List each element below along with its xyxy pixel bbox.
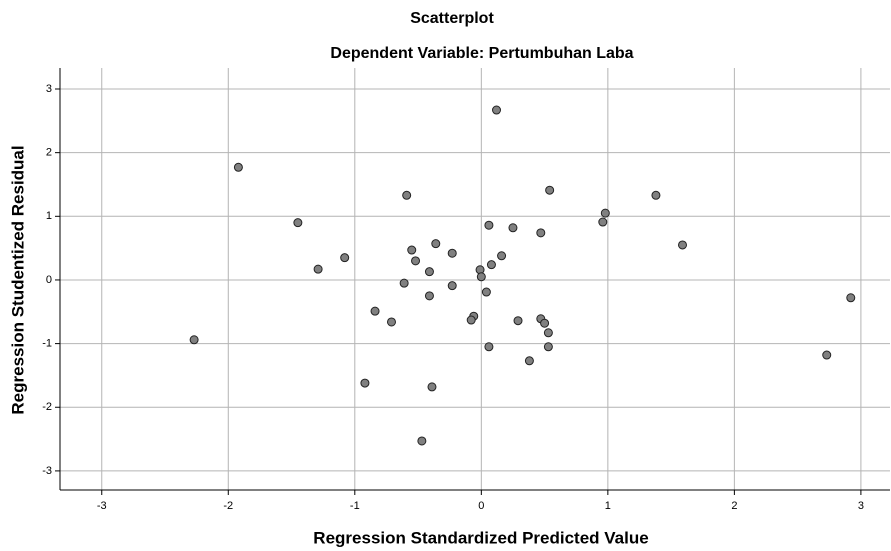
point: [371, 307, 379, 315]
chart: Scatterplot Dependent Variable: Pertumbu…: [0, 0, 891, 551]
page: Scatterplot Dependent Variable: Pertumbu…: [0, 0, 891, 551]
x-tick-label: 0: [478, 500, 484, 512]
x-tick-label: 1: [605, 500, 611, 512]
point: [190, 336, 198, 344]
point: [525, 357, 533, 365]
point: [485, 343, 493, 351]
point: [341, 254, 349, 262]
x-tick-label: -1: [350, 500, 360, 512]
chart-subtitle: Dependent Variable: Pertumbuhan Laba: [330, 45, 633, 62]
point: [599, 218, 607, 226]
point: [485, 221, 493, 229]
point: [387, 318, 395, 326]
point: [403, 191, 411, 199]
point: [408, 246, 416, 254]
point: [400, 279, 408, 287]
chart-title: Scatterplot: [410, 10, 494, 27]
point: [847, 294, 855, 302]
point: [546, 186, 554, 194]
x-tick-label: -2: [223, 500, 233, 512]
point: [412, 257, 420, 265]
point: [509, 224, 517, 232]
x-axis-title: Regression Standardized Predicted Value: [313, 528, 648, 547]
point: [448, 249, 456, 257]
point: [294, 219, 302, 227]
point: [544, 343, 552, 351]
point: [537, 229, 545, 237]
point: [514, 317, 522, 325]
x-tick-label: 2: [731, 500, 737, 512]
y-tick-label: 3: [46, 83, 52, 95]
point: [425, 268, 433, 276]
point: [418, 437, 426, 445]
x-tick-label: -3: [97, 500, 107, 512]
y-tick-label: 0: [46, 274, 52, 286]
point: [544, 329, 552, 337]
point: [425, 292, 433, 300]
point: [361, 379, 369, 387]
point: [601, 209, 609, 217]
y-tick-label: -2: [42, 401, 52, 413]
point: [234, 163, 242, 171]
y-tick-label: 1: [46, 210, 52, 222]
y-tick-label: 2: [46, 147, 52, 159]
y-tick-label: -1: [42, 338, 52, 350]
point: [314, 265, 322, 273]
point: [482, 288, 490, 296]
point: [477, 273, 485, 281]
point: [823, 351, 831, 359]
point: [679, 241, 687, 249]
x-tick-label: 3: [858, 500, 864, 512]
point: [493, 106, 501, 114]
point: [652, 191, 660, 199]
point: [428, 383, 436, 391]
point: [541, 319, 549, 327]
point: [448, 282, 456, 290]
point: [467, 316, 475, 324]
point: [498, 252, 506, 260]
y-axis-title: Regression Studentized Residual: [8, 145, 27, 414]
point: [487, 261, 495, 269]
point: [432, 240, 440, 248]
y-tick-label: -3: [42, 465, 52, 477]
